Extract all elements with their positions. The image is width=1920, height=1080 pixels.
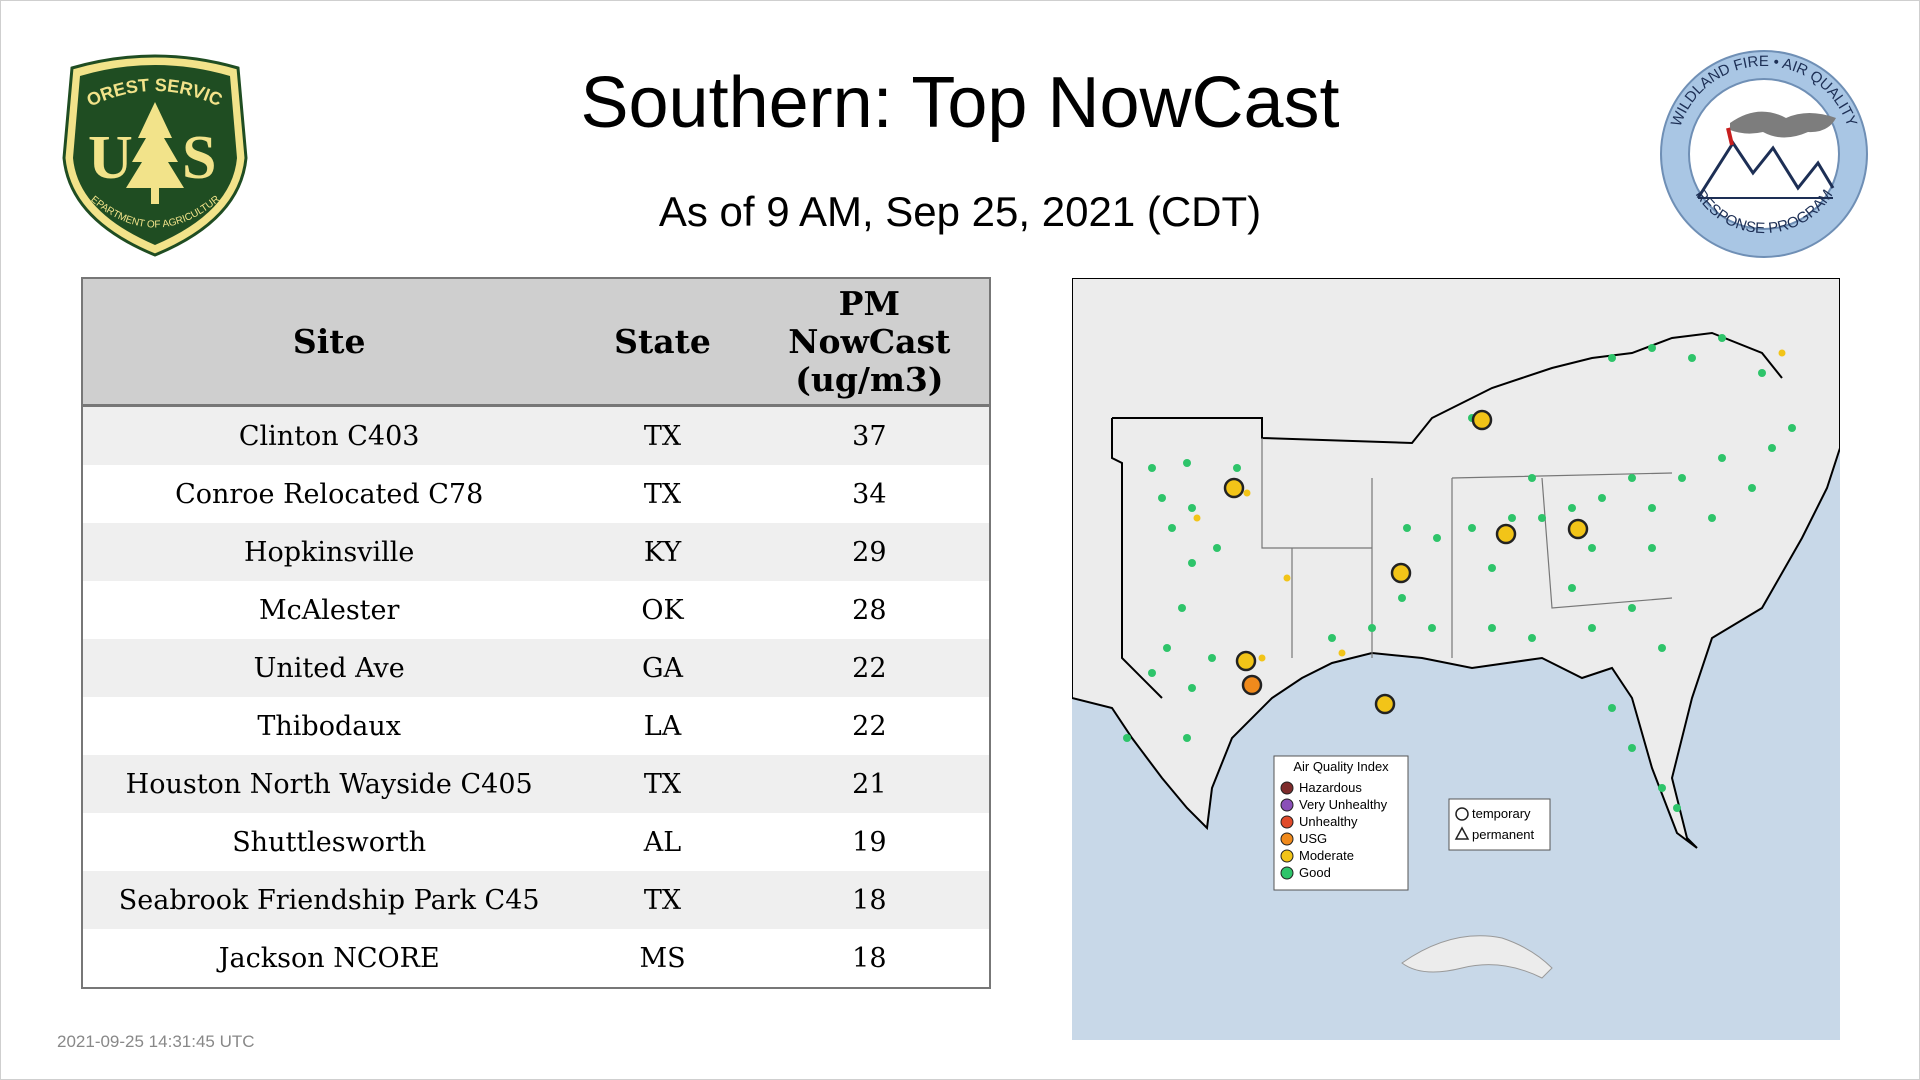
cell-value: 18: [749, 871, 990, 929]
cell-value: 28: [749, 581, 990, 639]
table-row: Jackson NCORE MS 18: [82, 929, 990, 988]
cell-value: 22: [749, 639, 990, 697]
legend-usg: USG: [1299, 831, 1327, 846]
smoke-icon: [1730, 111, 1836, 138]
triangle-icon: [1454, 826, 1470, 840]
forest-service-letter-s: S: [182, 124, 216, 192]
cell-state: TX: [575, 465, 750, 523]
cell-state: GA: [575, 639, 750, 697]
shape-legend: temporary permanent: [1448, 798, 1551, 851]
cell-site: Shuttlesworth: [82, 813, 576, 871]
timestamp: 2021-09-25 14:31:45 UTC: [57, 1032, 255, 1051]
table-row: Hopkinsville KY 29: [82, 523, 990, 581]
forest-service-logo: FOREST SERVICE U S DEPARTMENT OF AGRICUL…: [50, 50, 248, 257]
tree-icon: [126, 102, 184, 188]
cell-site: Houston North Wayside C405: [82, 755, 576, 813]
cell-state: OK: [575, 581, 750, 639]
cell-site: Conroe Relocated C78: [82, 465, 576, 523]
table-row: Conroe Relocated C78 TX 34: [82, 465, 990, 523]
cell-state: LA: [575, 697, 750, 755]
legend-hazardous: Hazardous: [1299, 780, 1362, 795]
wildland-fire-logo: WILDLAND FIRE • AIR QUALITY RESPONSE PRO…: [1660, 50, 1868, 258]
table-row: Thibodaux LA 22: [82, 697, 990, 755]
circle-icon: [1455, 807, 1469, 821]
table-row: McAlester OK 28: [82, 581, 990, 639]
cell-site: United Ave: [82, 639, 576, 697]
cell-site: Thibodaux: [82, 697, 576, 755]
land: [1072, 278, 1840, 849]
legend-temporary: temporary: [1472, 806, 1531, 821]
page-title: Southern: Top NowCast: [580, 63, 1340, 143]
top-nowcast-table: Site State PM NowCast (ug/m3) Clinton C4…: [81, 277, 991, 989]
cell-value: 21: [749, 755, 990, 813]
cell-value: 19: [749, 813, 990, 871]
cell-state: AL: [575, 813, 750, 871]
legend-unhealthy: Unhealthy: [1299, 814, 1358, 829]
aqi-map: Air Quality Index Hazardous Very Unhealt…: [1072, 278, 1840, 1040]
legend-permanent: permanent: [1472, 827, 1535, 842]
cell-state: KY: [575, 523, 750, 581]
cell-value: 18: [749, 929, 990, 988]
cell-state: TX: [575, 755, 750, 813]
good-markers: [1123, 334, 1796, 812]
table-row: Clinton C403 TX 37: [82, 405, 990, 465]
table-row: Houston North Wayside C405 TX 21: [82, 755, 990, 813]
usg-marker: [1241, 674, 1263, 696]
header-state: State: [575, 278, 750, 407]
forest-service-letter-u: U: [88, 124, 133, 192]
cell-value: 37: [749, 405, 990, 465]
page-subtitle: As of 9 AM, Sep 25, 2021 (CDT): [658, 188, 1262, 235]
aqi-legend: Air Quality Index Hazardous Very Unhealt…: [1273, 755, 1409, 891]
header-pm-nowcast: PM NowCast (ug/m3): [749, 278, 990, 407]
cell-state: MS: [575, 929, 750, 988]
header-site: Site: [82, 278, 576, 407]
legend-good: Good: [1299, 865, 1331, 880]
table-header-row: Site State PM NowCast (ug/m3): [82, 278, 990, 407]
cell-site: Jackson NCORE: [82, 929, 576, 988]
cell-value: 34: [749, 465, 990, 523]
table-row: Shuttlesworth AL 19: [82, 813, 990, 871]
moderate-large-markers: [1223, 409, 1589, 715]
cell-state: TX: [575, 871, 750, 929]
cell-site: Clinton C403: [82, 405, 576, 465]
table-row: United Ave GA 22: [82, 639, 990, 697]
aqi-legend-title: Air Quality Index: [1293, 759, 1389, 774]
cell-value: 22: [749, 697, 990, 755]
legend-very-unhealthy: Very Unhealthy: [1299, 797, 1388, 812]
legend-moderate: Moderate: [1299, 848, 1354, 863]
cell-site: McAlester: [82, 581, 576, 639]
cell-site: Seabrook Friendship Park C45: [82, 871, 576, 929]
moderate-small-markers: [1193, 349, 1786, 662]
cell-value: 29: [749, 523, 990, 581]
cell-state: TX: [575, 405, 750, 465]
table-row: Seabrook Friendship Park C45 TX 18: [82, 871, 990, 929]
cell-site: Hopkinsville: [82, 523, 576, 581]
